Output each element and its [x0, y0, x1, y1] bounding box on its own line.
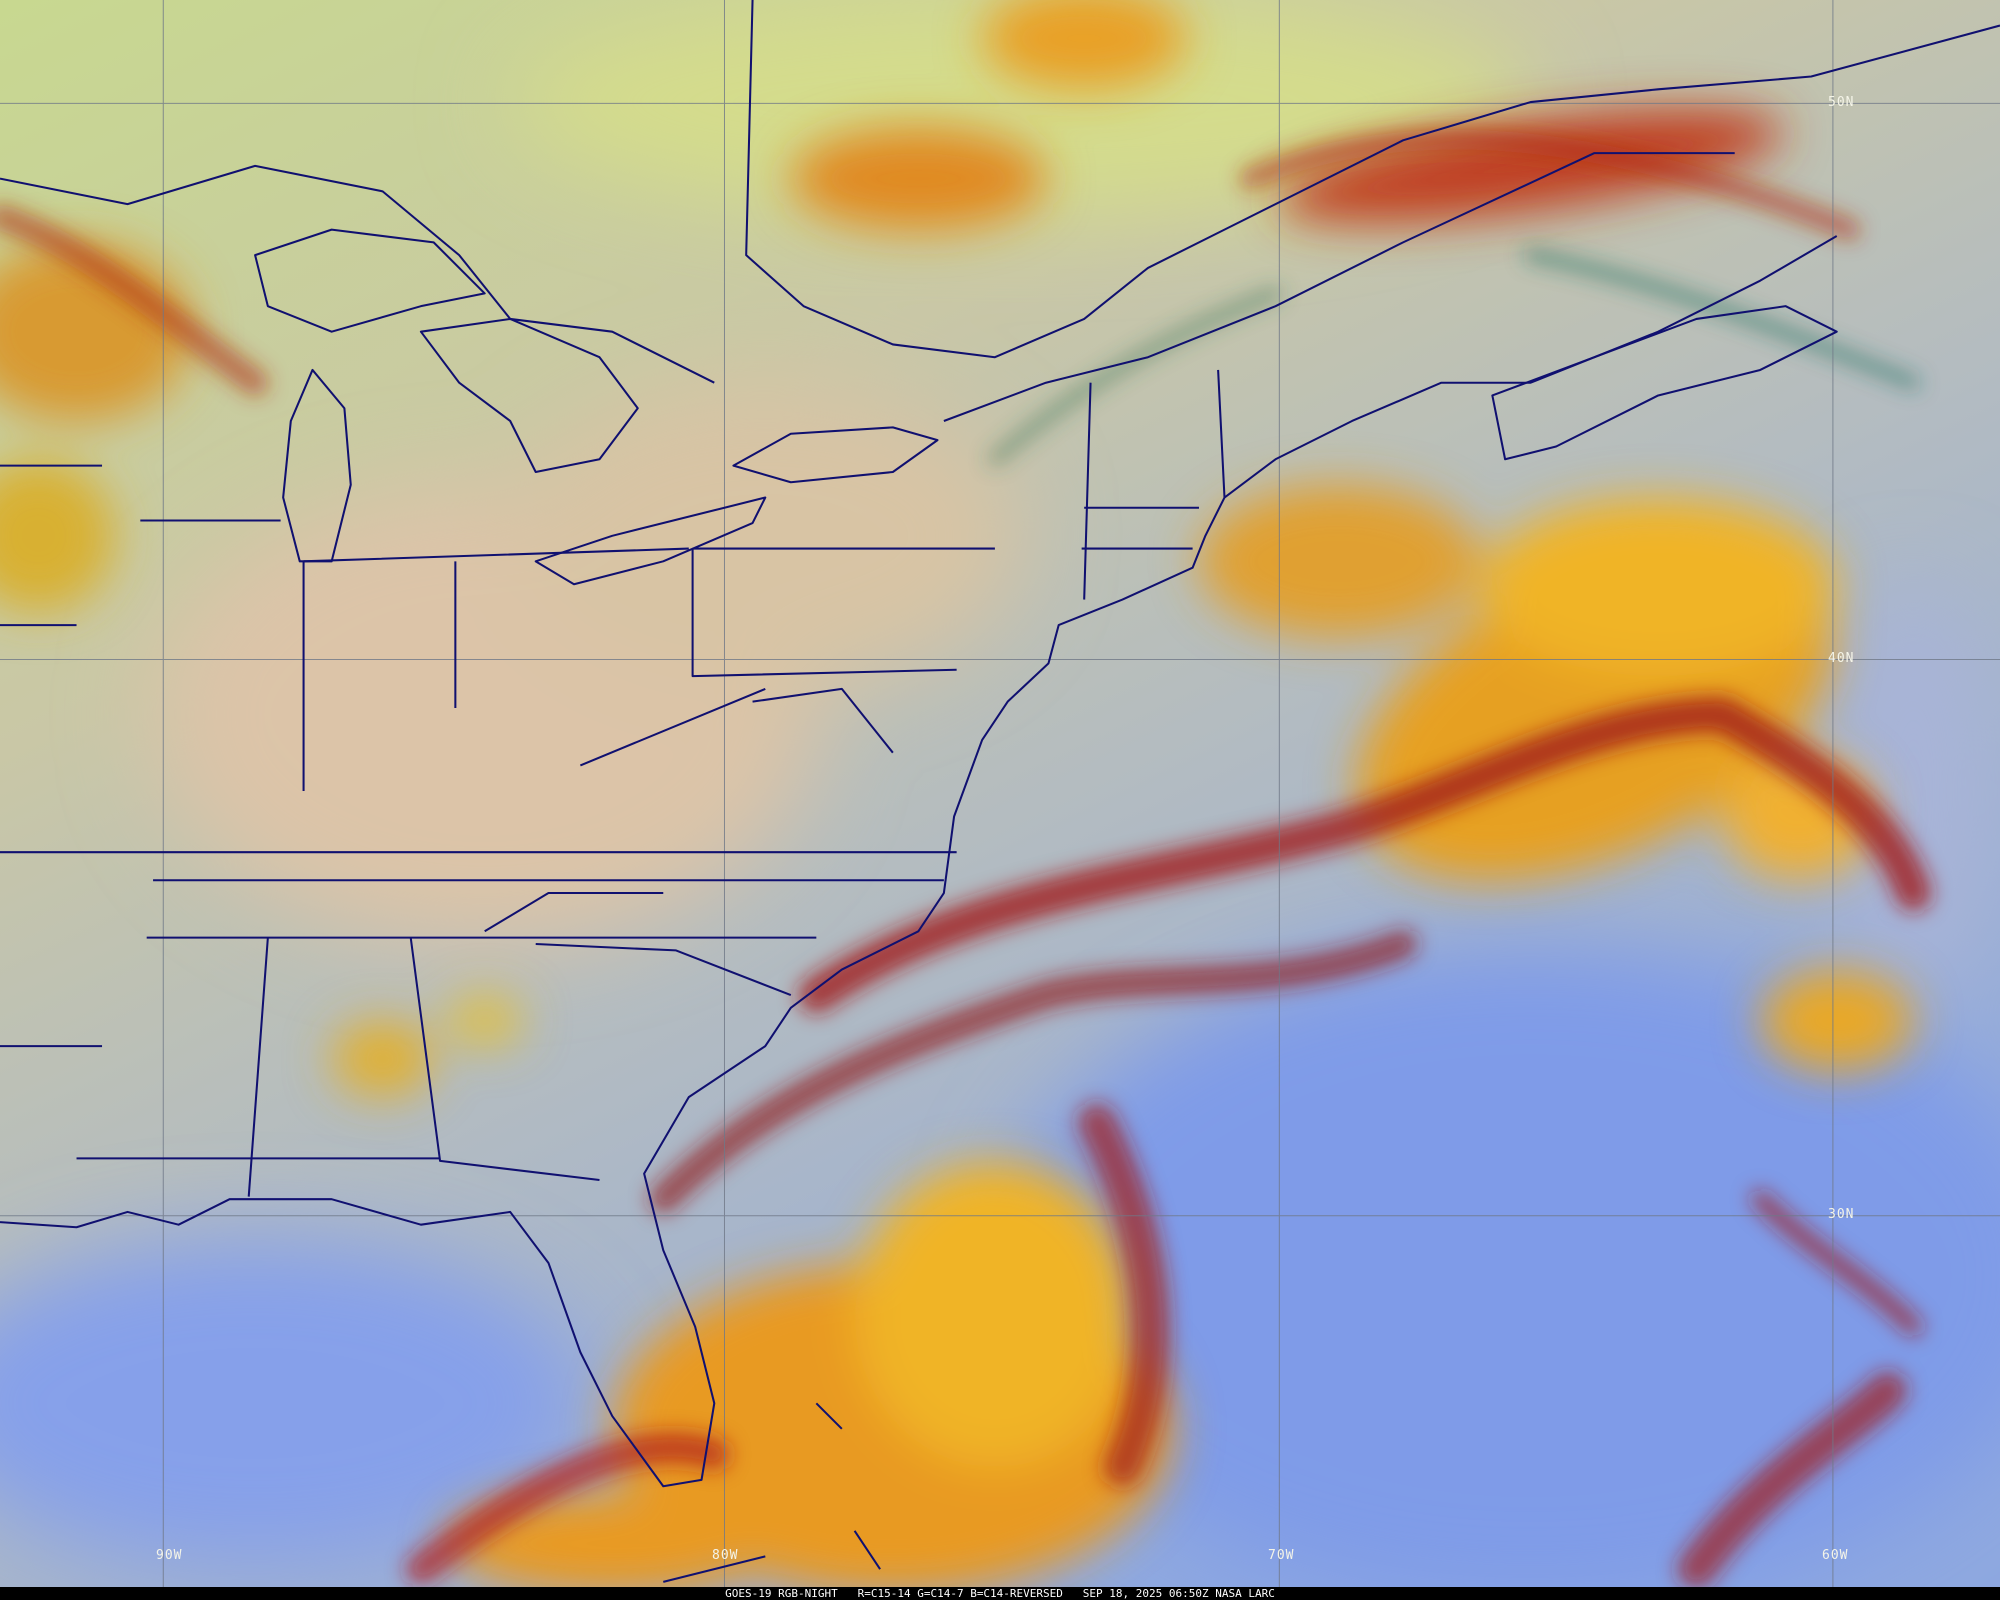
lake-superior — [254, 228, 486, 333]
lake-erie — [534, 496, 767, 586]
lat-label-30n: 30N — [1828, 1207, 1855, 1222]
lake-huron — [419, 317, 639, 474]
st-lawrence — [943, 152, 1735, 422]
image-caption: GOES-19 RGB-NIGHT R=C15-14 G=C14-7 B=C14… — [0, 1587, 2000, 1600]
lon-label-80w: 80W — [712, 1548, 739, 1563]
lon-label-90w: 90W — [156, 1548, 183, 1563]
canada-border-west — [0, 164, 715, 384]
maritimes — [1491, 305, 1838, 461]
canada-border — [745, 0, 2000, 359]
lake-ontario — [732, 426, 939, 484]
cuba-bahamas — [663, 1402, 881, 1583]
state-lines — [0, 369, 1226, 1197]
lon-label-60w: 60W — [1822, 1548, 1849, 1563]
lon-label-70w: 70W — [1268, 1548, 1295, 1563]
lat-label-40n: 40N — [1828, 651, 1855, 666]
us-east-coastline — [0, 235, 1838, 1488]
lat-label-50n: 50N — [1828, 95, 1855, 110]
